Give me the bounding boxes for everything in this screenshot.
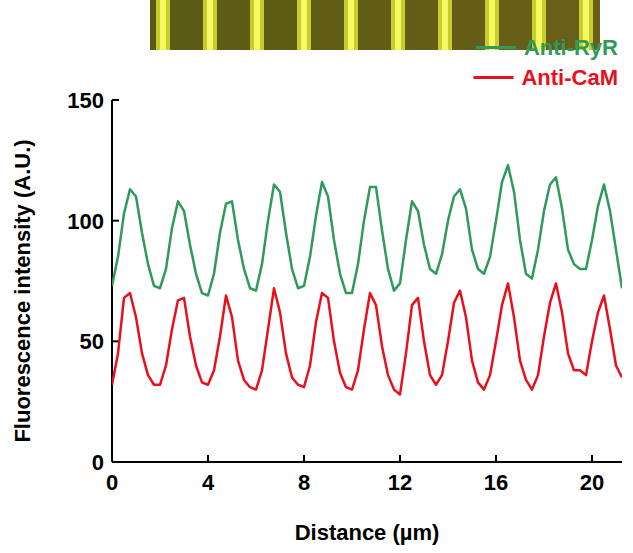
image-band-core	[395, 0, 401, 50]
image-band	[297, 0, 311, 50]
image-band	[203, 0, 217, 50]
y-tick	[112, 461, 119, 463]
x-tick-label: 12	[388, 470, 412, 495]
image-band-core	[207, 0, 213, 50]
x-tick	[111, 455, 113, 462]
axes: 0 50 100 150 0 4 8 12 16 20	[67, 88, 622, 495]
image-band-core	[254, 0, 260, 50]
image-band	[485, 0, 499, 50]
image-band	[344, 0, 358, 50]
x-tick	[591, 455, 593, 462]
image-band	[391, 0, 405, 50]
x-tick-label: 0	[106, 470, 118, 495]
x-tick	[399, 455, 401, 462]
x-tick-label: 4	[202, 470, 215, 495]
plot-area	[112, 165, 622, 394]
legend-label: Anti-CaM	[521, 65, 618, 90]
y-tick	[112, 99, 119, 101]
image-band	[156, 0, 170, 50]
series-line	[112, 165, 622, 295]
y-tick-label: 150	[67, 88, 104, 113]
image-band	[438, 0, 452, 50]
legend-swatch	[476, 46, 516, 49]
x-axis-title: Distance (µm)	[295, 520, 440, 545]
x-tick-label: 20	[580, 470, 604, 495]
x-tick	[207, 455, 209, 462]
x-tick-label: 8	[298, 470, 310, 495]
legend-label: Anti-RyR	[524, 35, 618, 60]
y-tick-label: 100	[67, 209, 104, 234]
x-tick	[495, 455, 497, 462]
y-axis-title: Fluorescence intensity (A.U.)	[10, 139, 35, 442]
y-tick-label: 50	[80, 329, 104, 354]
series-line	[112, 283, 622, 394]
legend: Anti-RyR Anti-CaM	[473, 35, 618, 90]
image-band-core	[442, 0, 448, 50]
chart: 0 50 100 150 0 4 8 12 16 20 Distance (µm) Fluoresce…	[0, 0, 633, 553]
image-band-core	[489, 0, 495, 50]
image-band-core	[301, 0, 307, 50]
x-axis-line	[112, 461, 622, 463]
x-tick-label: 16	[484, 470, 508, 495]
y-tick-label: 0	[92, 450, 104, 475]
legend-swatch	[473, 76, 513, 79]
x-tick	[303, 455, 305, 462]
y-tick	[112, 220, 119, 222]
image-band-core	[160, 0, 166, 50]
y-tick	[112, 340, 119, 342]
image-band	[250, 0, 264, 50]
image-band-core	[348, 0, 354, 50]
